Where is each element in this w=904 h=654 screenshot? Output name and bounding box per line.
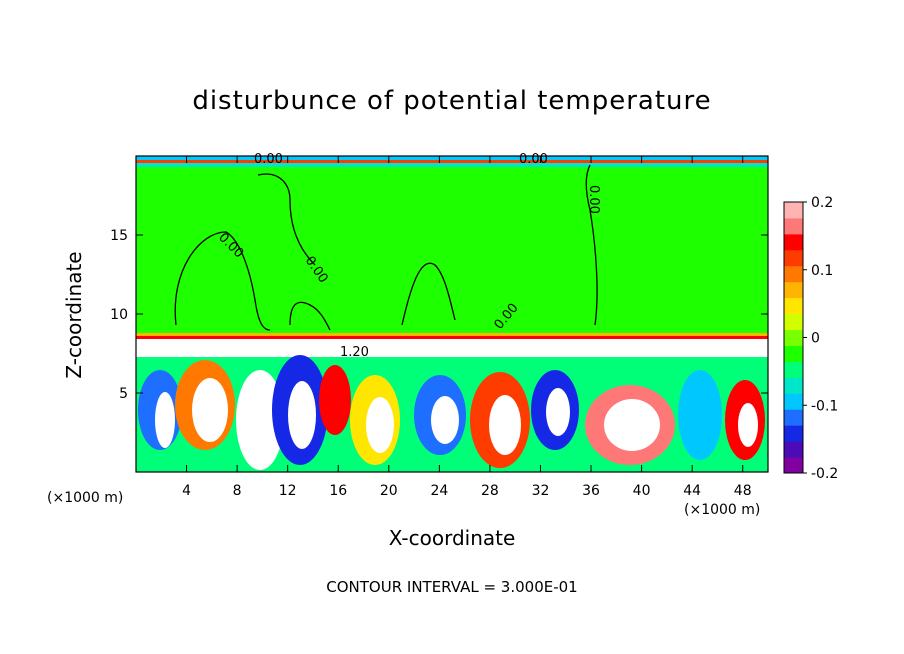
plot-area — [136, 156, 768, 472]
x-unit-right: (×1000 m) — [684, 502, 761, 518]
blob — [366, 397, 394, 453]
contour-label-right: 0.00 — [586, 185, 601, 214]
colorbar-swatch — [784, 313, 803, 331]
blob — [738, 403, 758, 447]
x-tick-label: 24 — [430, 483, 448, 499]
colorbar-swatch — [784, 329, 803, 346]
colorbar-labels: 0.2 0.1 0 -0.1 -0.2 — [803, 195, 838, 482]
colorbar-swatch — [784, 361, 803, 378]
x-tick-label: 44 — [683, 483, 701, 499]
x-tick-label: 12 — [279, 483, 297, 499]
blob — [604, 399, 660, 451]
inversion-white-layer — [136, 339, 768, 357]
y-tick-label: 15 — [110, 228, 128, 244]
blob — [236, 370, 284, 470]
x-tick-label: 32 — [532, 483, 550, 499]
blob — [546, 388, 570, 436]
top-band-red — [136, 160, 768, 163]
colorbar-swatch — [784, 457, 803, 474]
top-band-teal — [136, 163, 768, 167]
x-tick-label: 4 — [182, 483, 191, 499]
x-tick-label: 28 — [481, 483, 499, 499]
colorbar — [784, 202, 803, 474]
x-tick-label: 40 — [633, 483, 651, 499]
colorbar-swatch — [784, 441, 803, 458]
x-axis-label: X-coordinate — [388, 526, 516, 550]
blob — [678, 370, 722, 460]
inversion-band-orange — [136, 333, 768, 336]
colorbar-swatch — [784, 297, 803, 315]
colorbar-tick-label: 0 — [811, 331, 820, 347]
x-tick-label: 20 — [380, 483, 398, 499]
colorbar-swatch — [784, 393, 803, 410]
colorbar-swatch — [784, 265, 803, 283]
contour-interval-note: CONTOUR INTERVAL = 3.000E-01 — [326, 578, 578, 596]
colorbar-swatch — [784, 233, 803, 251]
blob — [192, 378, 228, 442]
contour-line — [585, 164, 598, 326]
blob — [319, 365, 351, 435]
colorbar-tick-label: -0.1 — [811, 398, 838, 414]
upper-contours — [174, 164, 598, 331]
top-band-cyan — [136, 156, 768, 160]
colorbar-swatch — [784, 249, 803, 267]
turbulence-blobs — [138, 355, 765, 470]
contour-label-top-right: 0.00 — [519, 152, 548, 167]
x-tick-label: 8 — [233, 483, 242, 499]
y-tick-label: 5 — [119, 386, 128, 402]
x-tick-label: 36 — [582, 483, 600, 499]
x-tick-label: 48 — [734, 483, 752, 499]
contour-line — [174, 231, 271, 331]
x-ticks: 4 8 12 16 20 24 28 32 36 40 44 48 — [182, 156, 752, 499]
inversion-band-red — [136, 336, 768, 339]
blob — [155, 392, 175, 448]
contour-line — [257, 173, 316, 266]
colorbar-swatch — [784, 281, 803, 299]
colorbar-swatch — [784, 345, 803, 362]
chart-title: disturbunce of potential temperature — [192, 86, 712, 116]
colorbar-swatch — [784, 409, 803, 426]
colorbar-tick-label: 0.1 — [811, 263, 833, 279]
blob — [431, 396, 459, 444]
contour-label-top-left: 0.00 — [254, 152, 283, 167]
blob — [489, 395, 521, 455]
colorbar-swatch — [784, 425, 803, 442]
contour-label-inversion: 1.20 — [340, 345, 369, 360]
y-ticks: 5 10 15 — [110, 228, 768, 402]
x-unit-left: (×1000 m) — [47, 490, 124, 506]
colorbar-tick-label: 0.2 — [811, 195, 833, 211]
contour-line — [289, 301, 331, 331]
colorbar-swatch — [784, 217, 803, 235]
y-tick-label: 10 — [110, 307, 128, 323]
y-axis-label: Z-coordinate — [62, 251, 86, 379]
x-tick-label: 16 — [329, 483, 347, 499]
colorbar-swatch — [784, 377, 803, 394]
colorbar-swatch — [784, 202, 803, 219]
colorbar-tick-label: -0.2 — [811, 466, 838, 482]
blob — [288, 381, 316, 449]
contour-line — [401, 262, 456, 326]
